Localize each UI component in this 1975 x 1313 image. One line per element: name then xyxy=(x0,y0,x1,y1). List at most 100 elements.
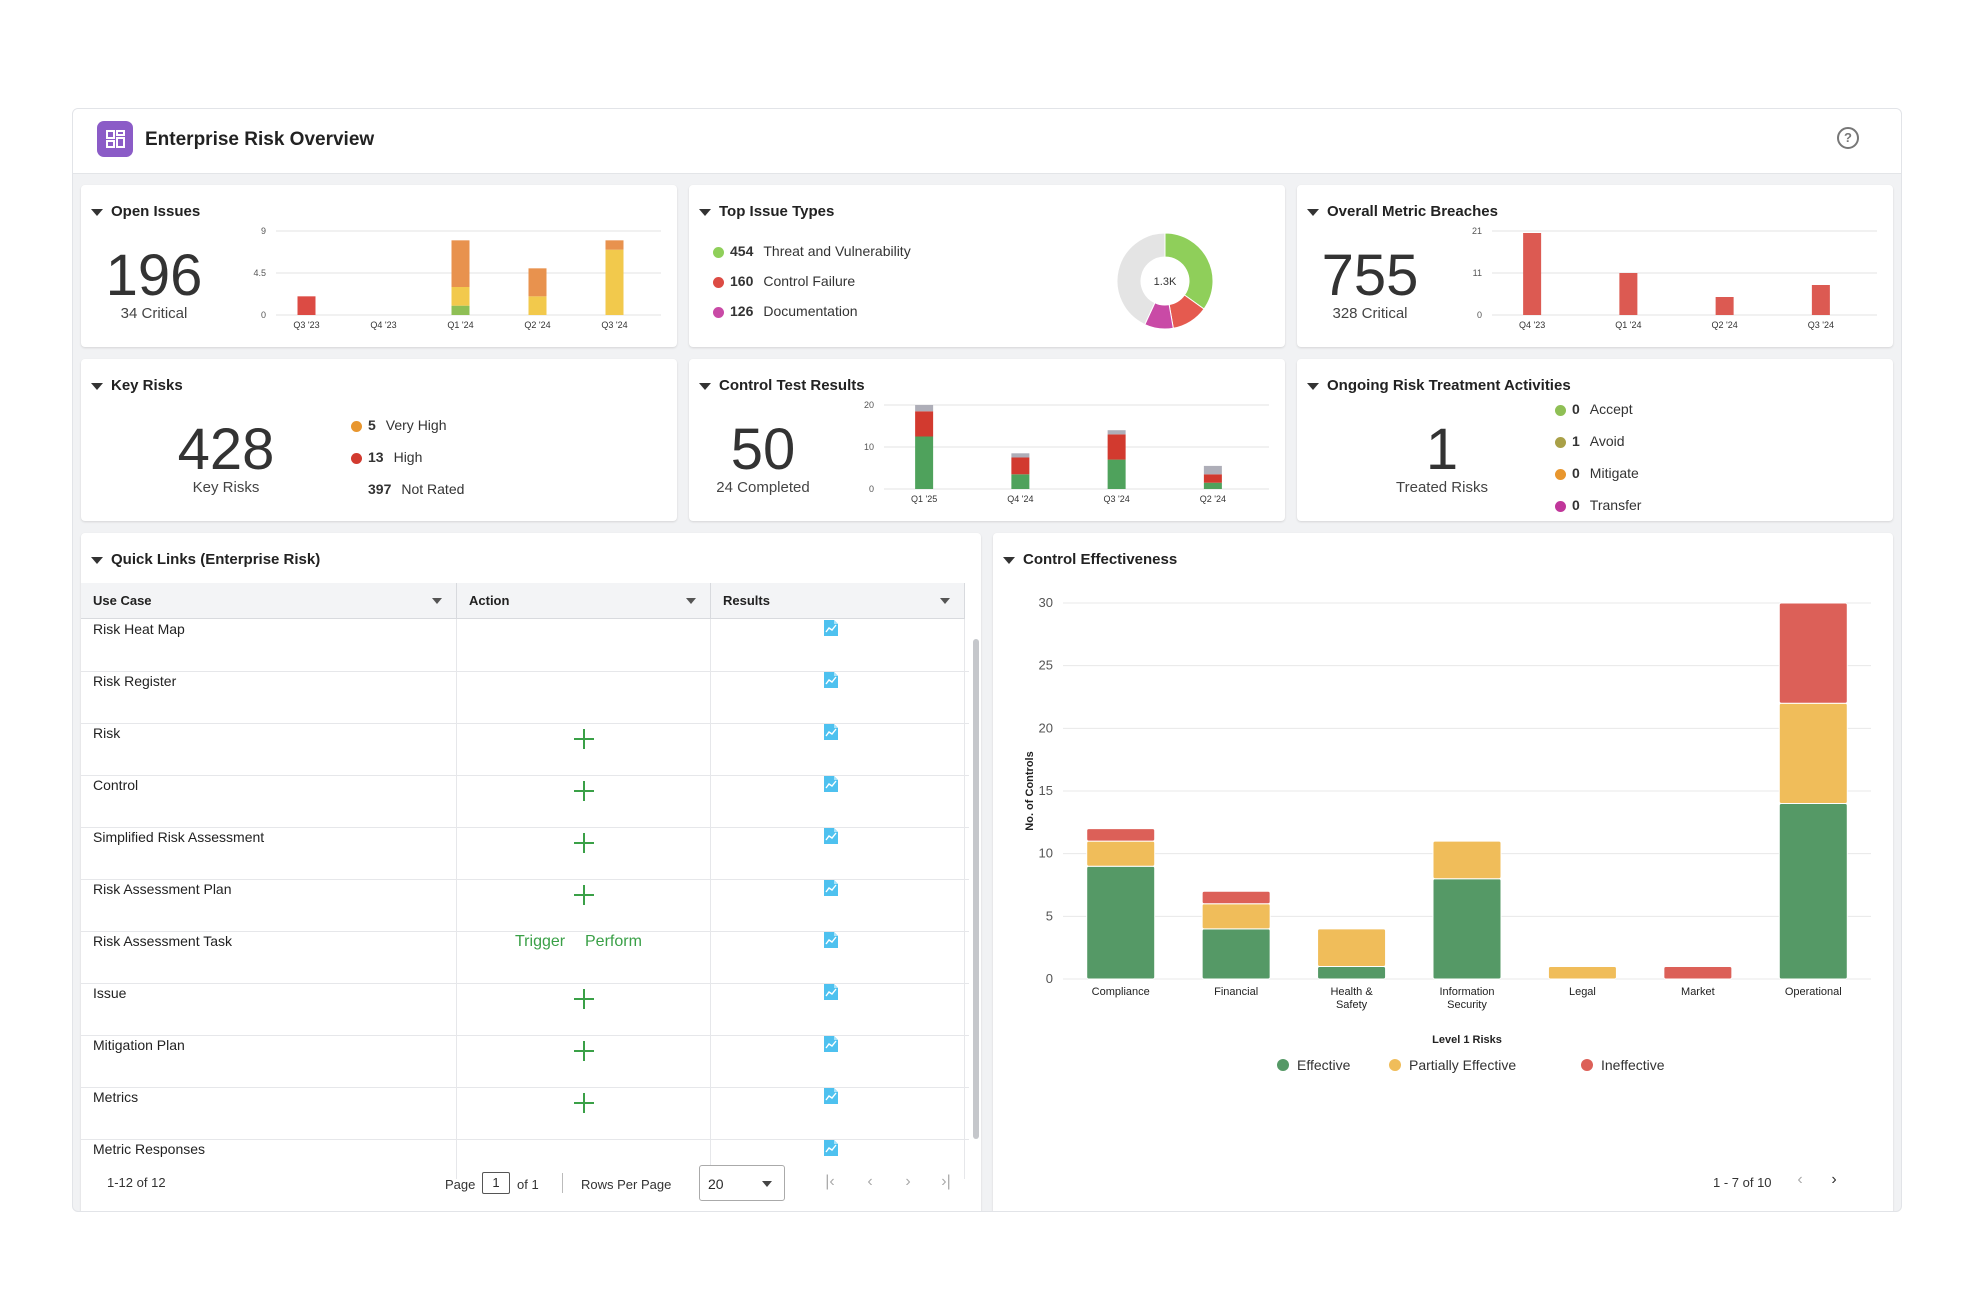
page-number-input[interactable]: 1 xyxy=(482,1172,510,1194)
table-row[interactable]: Metrics xyxy=(81,1087,969,1140)
action-cell xyxy=(457,879,711,931)
rows-per-page-label: Rows Per Page xyxy=(581,1177,672,1192)
report-chart-icon[interactable] xyxy=(823,1087,839,1105)
legend-dot-icon xyxy=(351,485,362,496)
action-cell xyxy=(457,827,711,879)
y-tick-label: 21 xyxy=(1472,226,1482,236)
report-chart-icon[interactable] xyxy=(823,1139,839,1157)
collapse-caret-icon[interactable] xyxy=(91,557,103,564)
table-row[interactable]: Risk Register xyxy=(81,671,969,724)
sort-chevron-icon[interactable] xyxy=(940,598,950,604)
add-icon[interactable] xyxy=(572,831,596,855)
bar-segment xyxy=(1432,878,1502,980)
x-tick-label: Health & xyxy=(1330,986,1373,998)
x-tick-label: Legal xyxy=(1569,986,1596,998)
table-row[interactable]: Risk Assessment Task Trigger Perform xyxy=(81,931,969,984)
x-tick-label: Compliance xyxy=(1092,986,1150,998)
x-tick-label: Q3 '24 xyxy=(1808,320,1834,330)
legend-item: 13 High xyxy=(351,449,422,465)
pager-range: 1-12 of 12 xyxy=(107,1175,166,1190)
table-row[interactable]: Control xyxy=(81,775,969,828)
chevron-down-icon xyxy=(762,1181,772,1187)
key-risks-card: Key Risks 428 Key Risks 5 Very High 13 High… xyxy=(81,359,677,521)
use-case-cell: Risk Assessment Task xyxy=(81,931,457,983)
sort-chevron-icon[interactable] xyxy=(686,598,696,604)
donut-center-label: 1.3K xyxy=(1154,276,1177,288)
legend-item: 0 Accept xyxy=(1555,401,1633,417)
use-case-cell: Simplified Risk Assessment xyxy=(81,827,457,879)
open-issues-chart: 9 4.5 0 Q3 '23 Q4 '23 Q1 '24 Q2 '24 Q3 '24 xyxy=(253,226,661,330)
y-tick-label: 11 xyxy=(1473,268,1482,278)
x-tick-label: Operational xyxy=(1785,986,1842,998)
x-tick-label: Q3 '24 xyxy=(601,320,627,330)
collapse-caret-icon[interactable] xyxy=(91,209,103,216)
report-chart-icon[interactable] xyxy=(823,827,839,845)
report-chart-icon[interactable] xyxy=(823,619,839,637)
add-icon[interactable] xyxy=(572,987,596,1011)
y-tick-label: 0 xyxy=(1046,971,1053,986)
legend-value: 5 xyxy=(368,417,376,433)
trigger-link[interactable]: Trigger xyxy=(515,933,566,950)
next-page-icon[interactable]: › xyxy=(905,1173,911,1190)
table-row[interactable]: Risk Assessment Plan xyxy=(81,879,969,932)
add-icon[interactable] xyxy=(572,883,596,907)
x-tick-label: Safety xyxy=(1336,999,1368,1011)
rows-per-page-select[interactable]: 20 xyxy=(699,1165,785,1201)
table-body: Risk Heat Map Risk Register Risk Control Sim… xyxy=(81,619,969,1179)
legend-value: 0 xyxy=(1572,497,1580,513)
x-axis-label: Level 1 Risks xyxy=(1432,1034,1502,1046)
bar-segment xyxy=(1778,602,1848,704)
perform-link[interactable]: Perform xyxy=(585,933,642,950)
legend-item: 1 Avoid xyxy=(1555,433,1625,449)
help-icon[interactable]: ? xyxy=(1837,127,1859,149)
report-chart-icon[interactable] xyxy=(823,1035,839,1053)
add-icon[interactable] xyxy=(572,727,596,751)
legend-dot-icon xyxy=(1555,468,1566,480)
y-tick-label: 30 xyxy=(1039,595,1053,610)
report-chart-icon[interactable] xyxy=(823,775,839,793)
report-chart-icon[interactable] xyxy=(823,723,839,741)
column-header-action[interactable]: Action xyxy=(457,583,711,619)
table-row[interactable]: Simplified Risk Assessment xyxy=(81,827,969,880)
card-title: Open Issues xyxy=(111,203,201,220)
table-row[interactable]: Mitigation Plan xyxy=(81,1035,969,1088)
prev-page-icon[interactable]: ‹ xyxy=(867,1173,873,1190)
sort-chevron-icon[interactable] xyxy=(432,598,442,604)
chart-prev-icon[interactable]: ‹ xyxy=(1797,1171,1803,1188)
table-scrollbar[interactable] xyxy=(973,639,979,1139)
column-header-use-case[interactable]: Use Case xyxy=(81,583,457,619)
control-tests-completed: 24 Completed xyxy=(716,479,810,496)
add-icon[interactable] xyxy=(572,1039,596,1063)
table-row[interactable]: Metric Responses xyxy=(81,1139,969,1179)
legend-value: 0 xyxy=(1572,465,1580,481)
legend-item: 5 Very High xyxy=(351,417,447,433)
add-icon[interactable] xyxy=(572,779,596,803)
chart-next-icon[interactable]: › xyxy=(1831,1171,1837,1188)
legend-item: 160 Control Failure xyxy=(713,273,855,289)
add-icon[interactable] xyxy=(572,1091,596,1115)
collapse-caret-icon[interactable] xyxy=(1307,383,1319,390)
bar-segment xyxy=(528,296,547,315)
legend-dot-icon xyxy=(1555,436,1566,448)
report-chart-icon[interactable] xyxy=(823,879,839,897)
table-row[interactable]: Issue xyxy=(81,983,969,1036)
column-header-results[interactable]: Results xyxy=(711,583,965,619)
bar-segment xyxy=(1107,430,1126,435)
report-chart-icon[interactable] xyxy=(823,983,839,1001)
collapse-caret-icon[interactable] xyxy=(1003,557,1015,564)
report-chart-icon[interactable] xyxy=(823,671,839,689)
report-chart-icon[interactable] xyxy=(823,931,839,949)
collapse-caret-icon[interactable] xyxy=(699,209,711,216)
legend-label: Ineffective xyxy=(1601,1057,1665,1073)
card-title: Ongoing Risk Treatment Activities xyxy=(1327,377,1571,394)
collapse-caret-icon[interactable] xyxy=(1307,209,1319,216)
header-bar: Enterprise Risk Overview ? xyxy=(73,109,1901,174)
bar-segment xyxy=(915,405,934,412)
table-row[interactable]: Risk xyxy=(81,723,969,776)
collapse-caret-icon[interactable] xyxy=(91,383,103,390)
last-page-icon[interactable]: ›| xyxy=(941,1173,951,1190)
x-tick-label: Q1 '24 xyxy=(1615,320,1641,330)
first-page-icon[interactable]: |‹ xyxy=(825,1173,835,1190)
table-row[interactable]: Risk Heat Map xyxy=(81,619,969,672)
collapse-caret-icon[interactable] xyxy=(699,383,711,390)
